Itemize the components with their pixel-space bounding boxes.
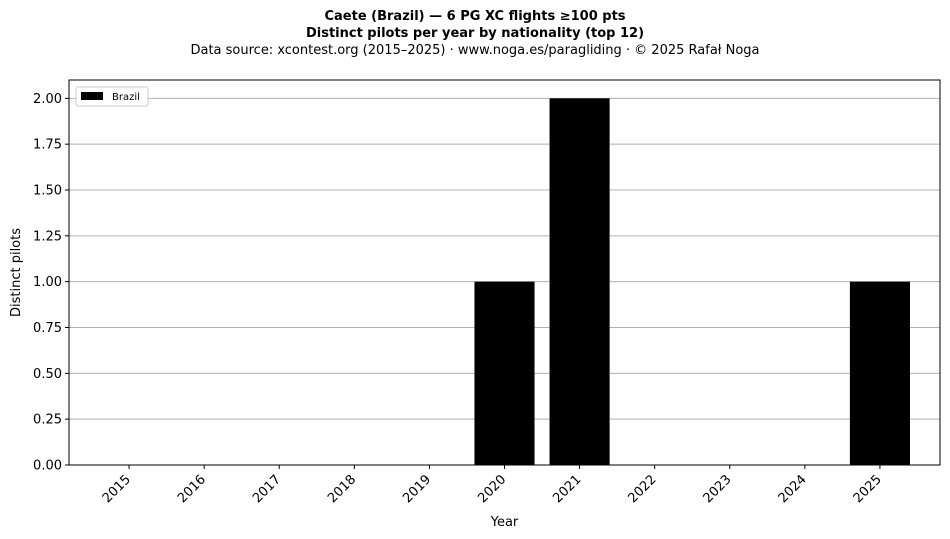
x-tick-label: 2019	[400, 472, 434, 506]
legend-label: Brazil	[112, 92, 140, 103]
bar	[549, 98, 610, 465]
x-tick-label: 2024	[776, 472, 810, 506]
y-tick-label: 2.00	[33, 92, 62, 107]
x-tick-label: 2017	[250, 472, 284, 506]
y-tick-label: 0.75	[33, 321, 62, 336]
bar	[849, 281, 910, 465]
bar	[474, 281, 535, 465]
chart-title: Caete (Brazil) — 6 PG XC flights ≥100 pt…	[324, 9, 626, 24]
y-tick-label: 1.25	[33, 229, 62, 244]
x-tick-label: 2023	[701, 472, 735, 506]
y-tick-label: 1.75	[33, 138, 62, 153]
y-tick-label: 0.00	[33, 459, 62, 474]
chart-source-line: Data source: xcontest.org (2015–2025) · …	[190, 43, 760, 58]
y-tick-label: 0.25	[33, 413, 62, 428]
x-axis: 2015 2016 2017 2018 2019 2020 2021 2022 2023 2024…	[100, 465, 885, 506]
y-axis-label: Distinct pilots	[9, 228, 24, 317]
x-tick-label: 2022	[625, 472, 659, 506]
x-tick-label: 2025	[851, 472, 885, 506]
x-tick-label: 2020	[475, 472, 509, 506]
y-axis: 0.00 0.25 0.50 0.75 1.00 1.25 1.50 1.75 2.00	[33, 92, 69, 474]
chart-titles: Caete (Brazil) — 6 PG XC flights ≥100 pt…	[0, 8, 950, 59]
x-tick-label: 2021	[550, 472, 584, 506]
y-tick-label: 0.50	[33, 367, 62, 382]
x-tick-label: 2018	[325, 472, 359, 506]
legend-swatch	[81, 92, 103, 100]
x-tick-label: 2015	[100, 472, 134, 506]
x-tick-label: 2016	[175, 472, 209, 506]
chart-subtitle: Distinct pilots per year by nationality …	[305, 26, 645, 41]
y-tick-label: 1.00	[33, 275, 62, 290]
y-tick-label: 1.50	[33, 184, 62, 199]
legend: Brazil	[75, 86, 149, 107]
legend-box	[75, 86, 149, 107]
x-axis-label: Year	[490, 515, 519, 530]
bars	[474, 98, 910, 465]
